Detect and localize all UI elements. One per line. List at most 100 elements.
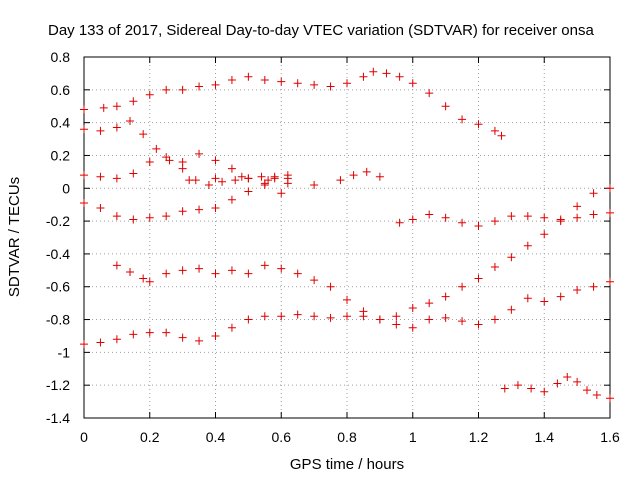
data-point <box>244 174 253 183</box>
data-point <box>343 295 351 304</box>
data-point <box>408 323 417 332</box>
data-point <box>540 387 549 396</box>
series-arc-2 <box>80 116 292 189</box>
data-point <box>178 158 187 167</box>
data-point <box>343 79 351 88</box>
data-point <box>129 330 138 339</box>
data-point <box>231 176 240 185</box>
data-point <box>425 299 434 308</box>
x-tick-label: 1.6 <box>600 429 620 445</box>
x-tick-label: 0 <box>80 429 88 445</box>
data-point <box>204 180 213 189</box>
data-point <box>310 312 319 321</box>
data-point <box>145 328 154 337</box>
data-point <box>260 261 269 270</box>
y-tick-label: -0.6 <box>46 279 70 295</box>
x-tick-label: 0.4 <box>206 429 226 445</box>
data-point <box>126 116 135 125</box>
data-point <box>293 310 302 319</box>
data-point <box>162 328 171 337</box>
data-point <box>195 82 204 91</box>
data-point <box>523 294 532 303</box>
data-point <box>425 210 434 219</box>
data-point <box>441 313 450 322</box>
data-point <box>139 274 148 283</box>
data-point <box>277 264 286 273</box>
data-point <box>359 72 368 81</box>
y-tick-label: 0 <box>62 180 70 196</box>
data-point <box>80 199 88 208</box>
data-point <box>112 335 121 344</box>
data-point <box>589 189 598 198</box>
data-point <box>343 312 351 321</box>
data-point <box>513 381 522 390</box>
data-point <box>165 156 174 165</box>
data-point <box>227 164 236 173</box>
data-point <box>563 372 572 381</box>
data-point <box>99 103 108 112</box>
data-point <box>523 241 532 250</box>
data-point <box>211 331 220 340</box>
data-point <box>310 180 319 189</box>
data-point <box>211 269 220 278</box>
data-point <box>178 266 187 275</box>
data-point <box>527 384 536 393</box>
y-tick-label: -1.2 <box>46 377 70 393</box>
data-point <box>152 144 161 153</box>
x-tick-label: 0.6 <box>272 429 292 445</box>
data-point <box>592 391 601 400</box>
data-point <box>80 105 88 114</box>
data-point <box>162 212 171 221</box>
data-point <box>573 202 582 211</box>
x-axis-ticks: 0 0.2 0.4 0.6 0.8 1 1.2 1.4 1.6 <box>80 57 620 445</box>
data-point <box>573 286 582 295</box>
data-point <box>80 171 88 180</box>
data-point <box>395 218 404 227</box>
data-point <box>96 338 105 347</box>
y-tick-label: 0.6 <box>51 82 71 98</box>
series-arc-9 <box>500 372 614 403</box>
data-point <box>162 85 171 94</box>
data-point <box>195 336 204 345</box>
data-point <box>458 218 467 227</box>
data-point <box>145 90 154 99</box>
data-point <box>408 79 417 88</box>
data-point <box>244 269 253 278</box>
data-point <box>126 267 135 276</box>
data-point <box>392 312 401 321</box>
data-point <box>458 282 467 291</box>
data-point <box>441 292 450 301</box>
data-point <box>606 394 614 403</box>
y-axis-ticks: -1.4 -1.2 -1 -0.8 -0.6 -0.4 -0.2 0 0.2 0.4 0.6 0.8 <box>46 49 610 426</box>
data-point <box>490 126 499 135</box>
data-point <box>425 315 434 324</box>
y-tick-label: -1.4 <box>46 410 70 426</box>
series-arc-6 <box>395 208 614 231</box>
data-point <box>145 277 154 286</box>
data-point <box>211 156 220 165</box>
x-tick-label: 1 <box>409 429 417 445</box>
data-point <box>589 282 598 291</box>
data-point <box>500 384 509 393</box>
x-tick-label: 1.2 <box>469 429 489 445</box>
data-point <box>556 292 565 301</box>
data-point <box>392 320 401 329</box>
data-point <box>582 386 591 395</box>
data-point <box>277 77 286 86</box>
data-point <box>227 266 236 275</box>
data-point <box>264 176 273 185</box>
data-point <box>244 187 253 196</box>
data-point <box>490 315 499 324</box>
data-point <box>260 179 269 188</box>
data-point <box>145 158 154 167</box>
data-point <box>283 179 292 188</box>
data-point <box>310 276 319 285</box>
x-tick-label: 0.8 <box>337 429 357 445</box>
data-point <box>96 203 105 212</box>
data-point <box>408 215 417 224</box>
y-tick-label: 0.8 <box>51 49 71 65</box>
data-point <box>96 126 105 135</box>
data-point <box>195 264 204 273</box>
data-point <box>474 320 483 329</box>
data-point <box>553 379 562 388</box>
